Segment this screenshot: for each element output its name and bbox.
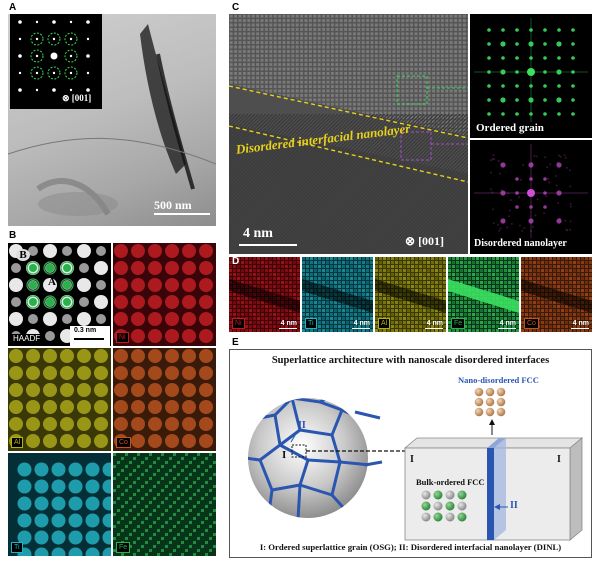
d-label-ti: Ti [305,318,317,329]
panel-b-label: B [9,230,17,241]
d-label-ni: Ni [232,318,245,329]
nano-fcc-label: Nano-disordered FCC [458,375,539,385]
d-fe-tile: Fe 4 nm [448,257,519,332]
d-scale-ti: 4 nm [353,320,370,327]
grain-i-label: I [282,449,287,461]
site-b-label: B [16,249,30,261]
panel-e-label: E [232,337,239,348]
eds-strip: Ni 4 nm Ti 4 nm Al 4 nm Fe 4 nm Co 4 nm [229,257,592,332]
panel-a-label: A [9,2,17,13]
panel-c-scale-text: 4 nm [243,226,273,241]
panel-b-scale-text: 0.3 nm [74,327,97,334]
tile-label-haadf: HAADF [11,334,43,343]
tem-image: ⊗ [001] 500 nm [8,14,216,226]
panel-a-scale-text: 500 nm [154,198,192,212]
tile-label-ti: Ti [11,542,23,553]
tile-label-co: Co [116,437,131,448]
fft-disordered-tile: Disordered nanolayer [470,140,592,254]
d-scale-al: 4 nm [426,320,443,327]
d-ni-tile: Ni 4 nm [229,257,300,332]
fft-disordered-label: Disordered nanolayer [474,238,567,249]
d-label-al: Al [378,318,391,329]
dislocation-band [140,24,186,174]
slab-interface-label: II [510,500,518,511]
zone-axis-icon: ⊗ [62,93,70,103]
ni-map-tile: Ni [113,243,216,346]
zone-axis-icon: ⊗ [405,234,416,248]
tile-label-ni: Ni [116,332,129,343]
bulk-ordered-atoms [421,490,467,522]
ti-map-tile: Ti [8,453,111,556]
d-al-tile: Al 4 nm [375,257,446,332]
nano-disordered-atoms [474,387,506,417]
co-map-tile: Co [113,348,216,451]
diffraction-inset: ⊗ [001] [10,14,102,109]
d-ti-tile: Ti 4 nm [302,257,373,332]
panel-a-zone-axis: [001] [71,93,92,103]
slab-right-label: I [557,454,561,465]
fft-ordered-tile: Ordered grain [470,14,592,138]
grain-ii-label: II [298,420,306,431]
schematic-frame: Superlattice architecture with nanoscale… [229,349,592,558]
tile-label-al: Al [11,437,24,448]
tile-label-fe: Fe [116,542,131,553]
site-a-label: A [48,276,56,288]
d-scale-fe: 4 nm [499,320,516,327]
d-co-tile: Co 4 nm [521,257,592,332]
bulk-fcc-label: Bulk-ordered FCC [416,477,485,487]
d-scale-ni: 4 nm [280,320,297,327]
panel-c-zone-axis: [001] [418,234,445,248]
eds-grid: B A 0.3 nm HAADF Ni Al Co Ti Fe [8,243,216,556]
panel-d-label: D [232,256,240,267]
schematic-caption: I: Ordered superlattice grain (OSG); II:… [259,542,562,552]
fe-map-tile: Fe [113,453,216,556]
hrtem-image: Disordered interfacial nanolayer 4 nm ⊗ … [229,14,468,254]
panel-a-scale-line [154,213,210,215]
al-map-tile: Al [8,348,111,451]
d-label-fe: Fe [451,318,466,329]
d-scale-co: 4 nm [572,320,589,327]
slab-left-label: I [410,454,414,465]
haadf-tile: B A 0.3 nm HAADF [8,243,111,346]
panel-c-label: C [232,2,240,13]
panel-c-scale-line [239,244,297,246]
interface-layer [487,448,494,540]
panel-b-scale-line [74,338,104,340]
fft-ordered-label: Ordered grain [476,122,544,134]
d-label-co: Co [524,318,539,329]
schematic-title: Superlattice architecture with nanoscale… [271,355,550,366]
